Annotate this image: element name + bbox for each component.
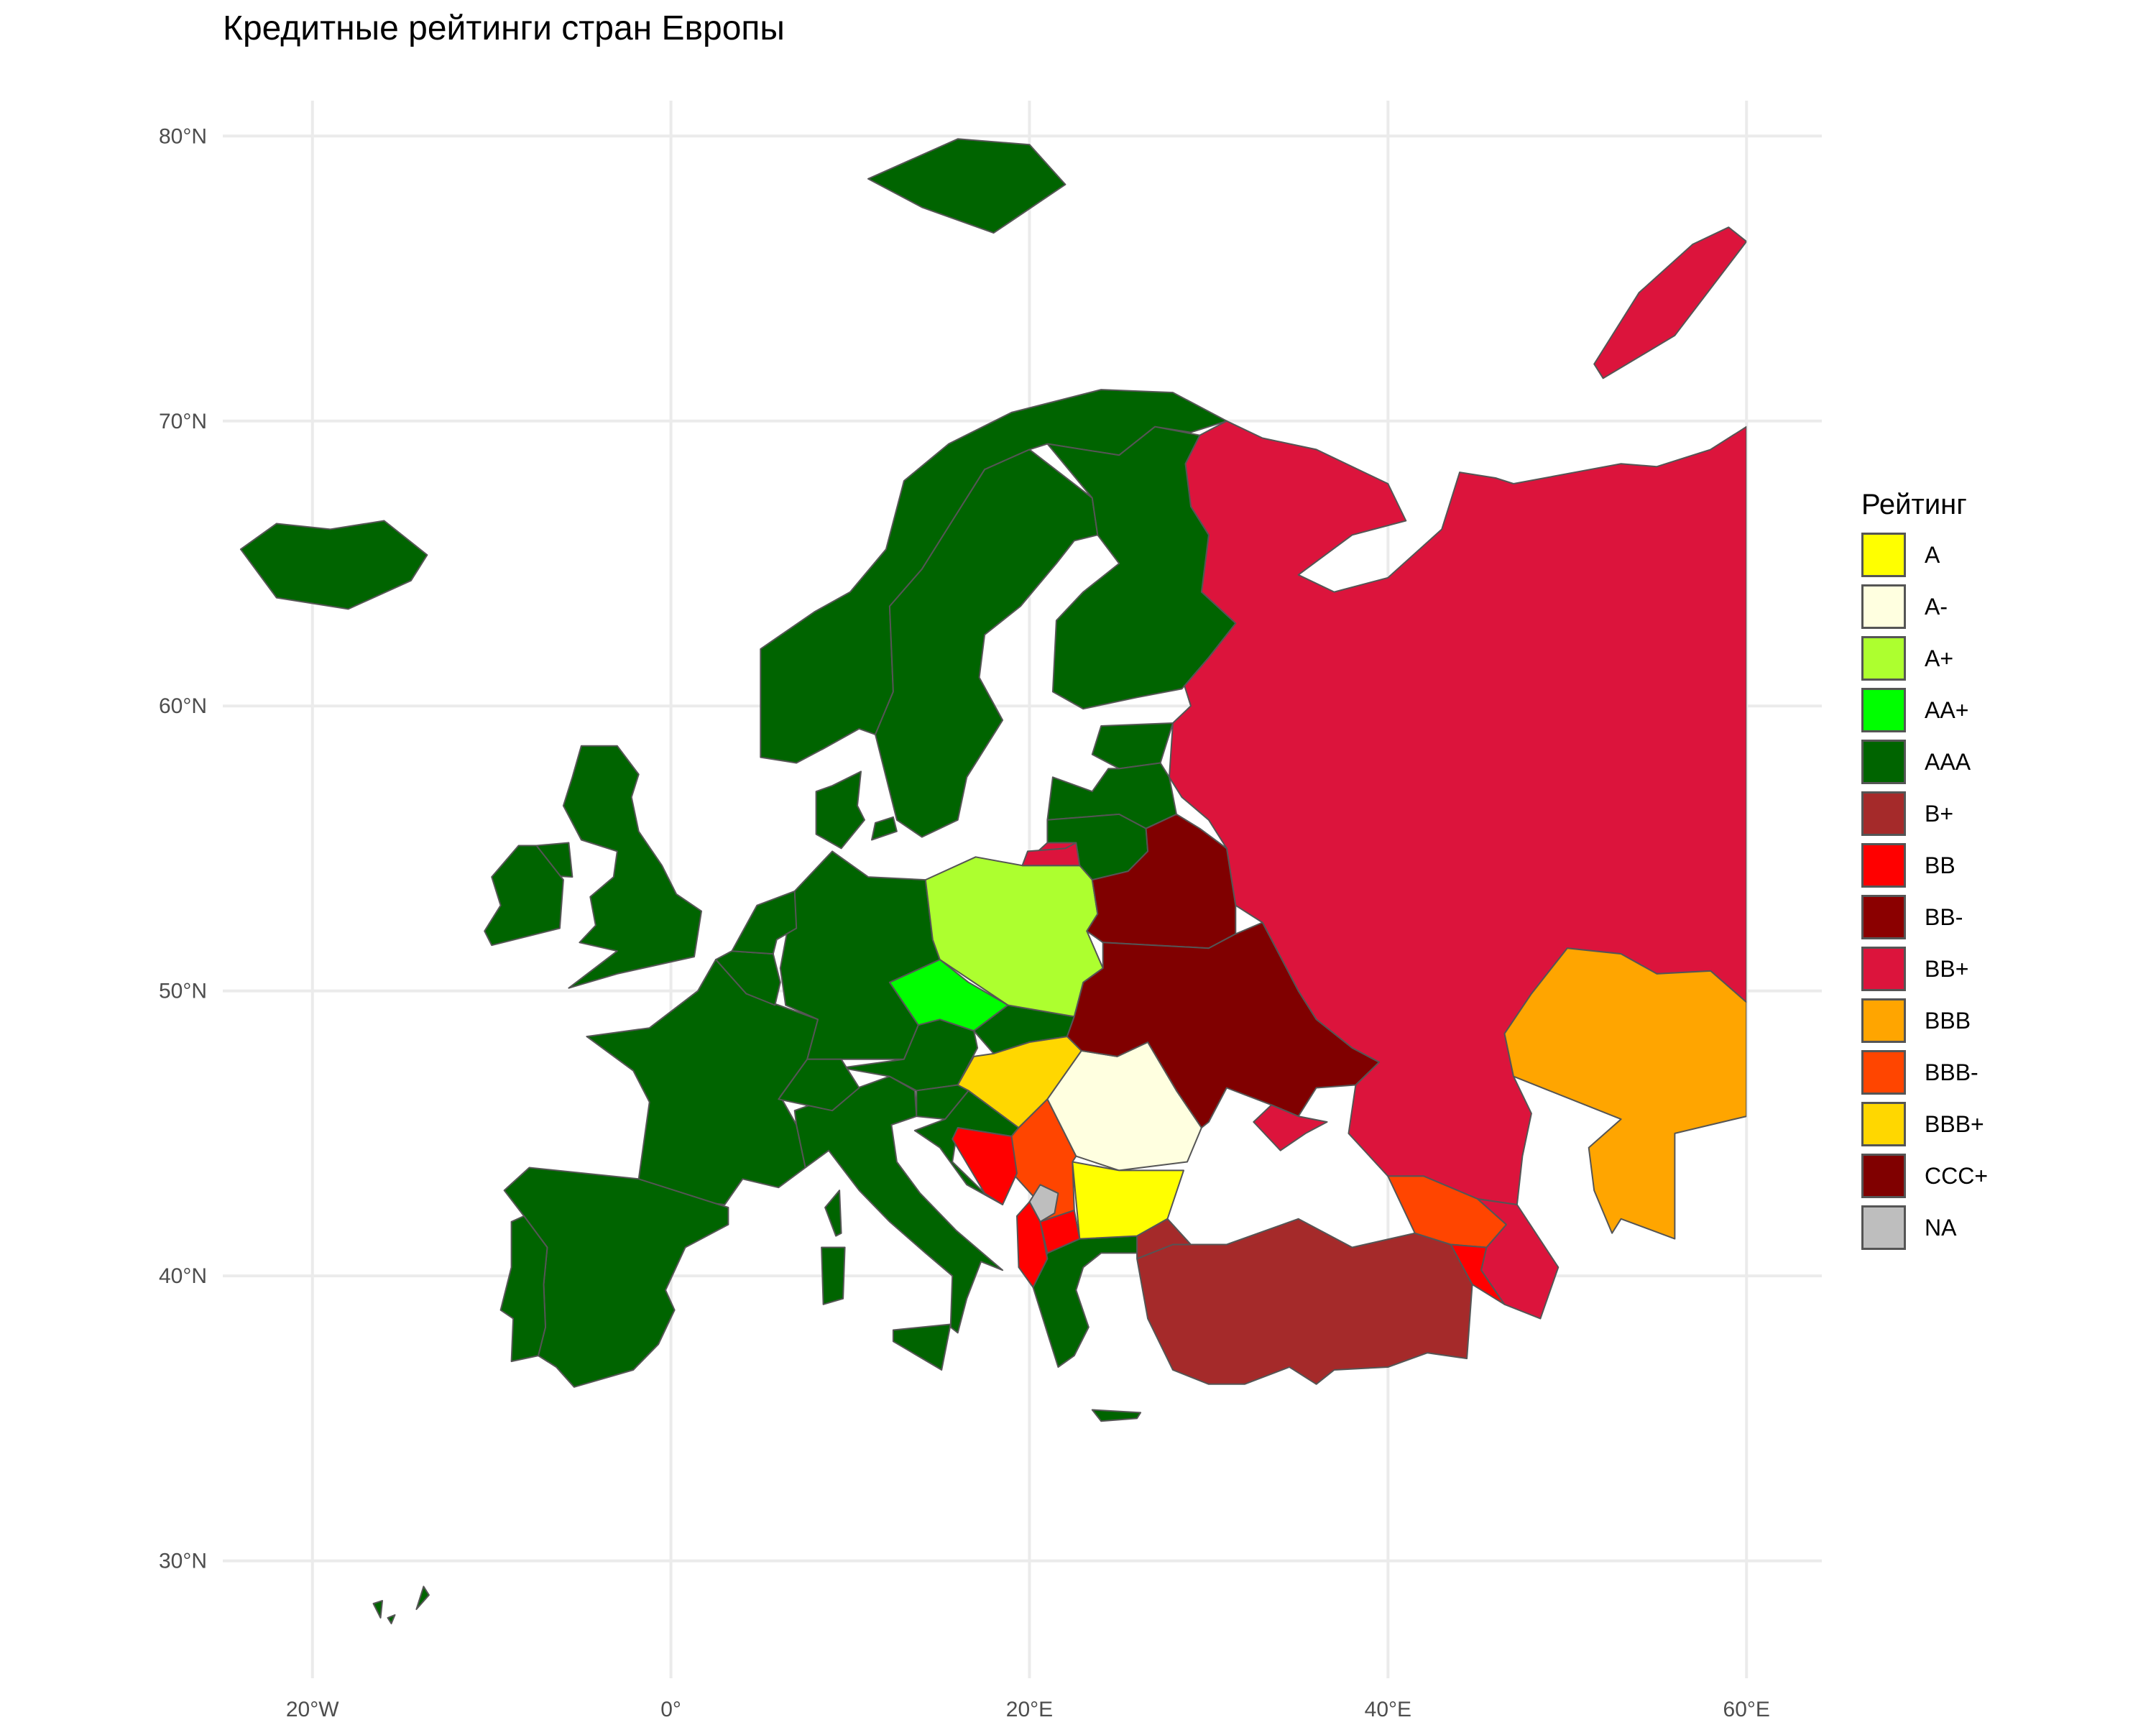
legend-item: CCC+ — [1861, 1150, 2120, 1202]
legend-item: AAA — [1861, 736, 2120, 788]
legend-swatch — [1861, 1205, 1906, 1250]
legend-label: A+ — [1925, 645, 1954, 671]
legend-swatch — [1861, 1050, 1906, 1095]
country-denmark — [815, 770, 898, 850]
map-title: Кредитные рейтинги стран Европы — [223, 9, 785, 47]
y-tick-label: 60°N — [159, 694, 207, 718]
legend: Рейтинг A A- A+ AA+ AAA B+ BB BB- BB+ BBB BBB- BBB+… — [1861, 484, 2120, 1254]
country-austria — [840, 1018, 979, 1092]
legend-label: AA+ — [1925, 696, 1969, 723]
country-kazakhstan — [1503, 947, 1747, 1240]
axis-tick-labels: 20°W 0° 20°E 40°E 60°E 30°N 40°N 50°N 60°N 70°N 80… — [159, 124, 1770, 1721]
legend-item: B+ — [1861, 788, 2120, 840]
legend-item: BB — [1861, 840, 2120, 891]
y-tick-label: 30°N — [159, 1550, 207, 1573]
legend-swatch — [1861, 895, 1906, 939]
legend-swatch — [1861, 947, 1906, 991]
legend-swatch — [1861, 740, 1906, 784]
x-tick-label: 60°E — [1723, 1698, 1770, 1721]
legend-item: NA — [1861, 1202, 2120, 1254]
legend-label: BBB+ — [1925, 1110, 1984, 1137]
x-tick-label: 40°E — [1365, 1698, 1411, 1721]
x-tick-label: 20°W — [286, 1698, 339, 1721]
country-czechia — [888, 959, 1009, 1032]
legend-label: BBB- — [1925, 1059, 1978, 1085]
legend-swatch — [1861, 843, 1906, 888]
legend-item: A — [1861, 529, 2120, 581]
legend-item: BB+ — [1861, 943, 2120, 995]
legend-item: BBB — [1861, 995, 2120, 1046]
legend-swatch — [1861, 636, 1906, 681]
country-sweden — [875, 448, 1099, 838]
legend-label: BB- — [1925, 903, 1963, 930]
y-tick-label: 70°N — [159, 410, 207, 433]
map-regions — [239, 138, 1747, 1624]
x-tick-label: 20°E — [1006, 1698, 1053, 1721]
y-tick-label: 40°N — [159, 1264, 207, 1288]
country-albania — [1016, 1201, 1049, 1288]
legend-label: CCC+ — [1925, 1162, 1989, 1189]
legend-label: A- — [1925, 593, 1948, 620]
country-bosnia-and-herzegovina — [952, 1127, 1018, 1205]
country-north-macedonia — [1039, 1209, 1081, 1254]
country-serbia — [1010, 1098, 1077, 1223]
legend-item: AA+ — [1861, 684, 2120, 736]
legend-label: BB+ — [1925, 955, 1969, 982]
country-greece — [1032, 1235, 1143, 1422]
country-ireland — [484, 845, 564, 947]
country-estonia — [1091, 722, 1174, 770]
legend-label: B+ — [1925, 800, 1954, 827]
legend-item: BBB- — [1861, 1046, 2120, 1098]
country-azerbaijan — [1477, 1198, 1560, 1320]
country-crimea — [1253, 1104, 1328, 1151]
legend-swatch — [1861, 998, 1906, 1043]
legend-swatch — [1861, 1102, 1906, 1146]
country-finland — [1046, 426, 1237, 710]
country-switzerland — [778, 1058, 860, 1112]
y-tick-label: 50°N — [159, 980, 207, 1003]
legend-label: NA — [1925, 1214, 1957, 1241]
legend-swatch — [1861, 791, 1906, 836]
country-kaliningrad-coast — [1021, 842, 1081, 867]
legend-label: AAA — [1925, 748, 1971, 775]
country-ukraine — [1066, 921, 1380, 1128]
legend-swatch — [1861, 688, 1906, 732]
legend-item: BBB+ — [1861, 1098, 2120, 1150]
country-turkey — [1136, 1218, 1473, 1385]
country-netherlands — [731, 890, 798, 955]
legend-label: A — [1925, 541, 1940, 568]
legend-item: BB- — [1861, 891, 2120, 943]
country-canary-islands — [372, 1586, 430, 1624]
legend-swatch — [1861, 533, 1906, 577]
country-italy — [793, 1075, 1004, 1371]
country-portugal — [499, 1215, 548, 1363]
legend-item: A- — [1861, 581, 2120, 632]
legend-swatch — [1861, 1154, 1906, 1198]
y-tick-label: 80°N — [159, 124, 207, 148]
legend-item: A+ — [1861, 632, 2120, 684]
legend-title: Рейтинг — [1861, 489, 1967, 520]
legend-label: BB — [1925, 852, 1955, 878]
x-tick-label: 0° — [660, 1698, 681, 1721]
legend-items: A A- A+ AA+ AAA B+ BB BB- BB+ BBB BBB- BBB+ CCC+ NA — [1861, 529, 2120, 1254]
legend-swatch — [1861, 584, 1906, 629]
country-iceland — [239, 520, 428, 610]
legend-label: BBB — [1925, 1007, 1971, 1034]
